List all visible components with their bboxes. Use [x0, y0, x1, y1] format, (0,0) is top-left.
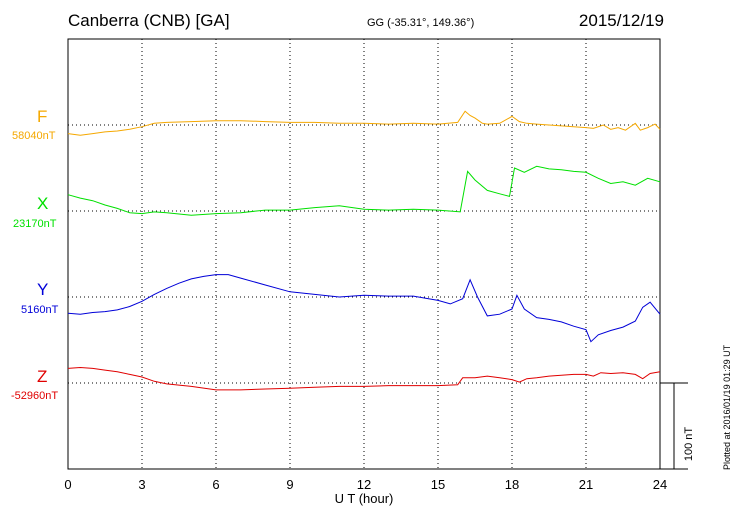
x-tick-label: 12	[357, 477, 371, 492]
component-x-baseline: 23170nT	[13, 218, 57, 230]
series-line-y	[67, 274, 661, 343]
component-x-letter: X	[37, 194, 49, 213]
x-tick-label: 15	[431, 477, 445, 492]
series-line-x	[67, 165, 661, 216]
x-tick-label: 6	[212, 477, 219, 492]
x-tick-label: 0	[64, 477, 71, 492]
series-line-z	[67, 366, 661, 391]
vertical-grid	[141, 39, 587, 469]
station-title: Canberra (CNB) [GA]	[68, 11, 230, 30]
scale-bar: 100 nT	[660, 382, 695, 470]
series-group	[67, 110, 661, 391]
series-line-f	[67, 110, 661, 136]
date-label: 2015/12/19	[578, 11, 664, 30]
component-y-baseline: 5160nT	[21, 304, 59, 316]
scale-bar-label: 100 nT	[683, 427, 695, 462]
plotted-timestamp: Plotted at 2016/01/19 01:29 UT	[722, 344, 730, 470]
x-axis-label: U T (hour)	[335, 491, 394, 506]
component-y-letter: Y	[37, 280, 49, 299]
x-tick-label: 24	[653, 477, 667, 492]
component-f-baseline: 58040nT	[12, 130, 56, 142]
x-tick-label: 21	[579, 477, 593, 492]
x-axis-ticks: 0 3 6 9 12 15 18 21 24	[64, 477, 667, 492]
x-tick-label: 9	[286, 477, 293, 492]
component-z-letter: Z	[37, 367, 48, 386]
component-z-baseline: -52960nT	[11, 390, 59, 402]
baseline-grid	[68, 124, 660, 384]
coordinates-label: GG (-35.31°, 149.36°)	[367, 17, 475, 29]
x-tick-label: 18	[505, 477, 519, 492]
component-f-letter: F	[37, 107, 48, 126]
x-tick-label: 3	[138, 477, 145, 492]
